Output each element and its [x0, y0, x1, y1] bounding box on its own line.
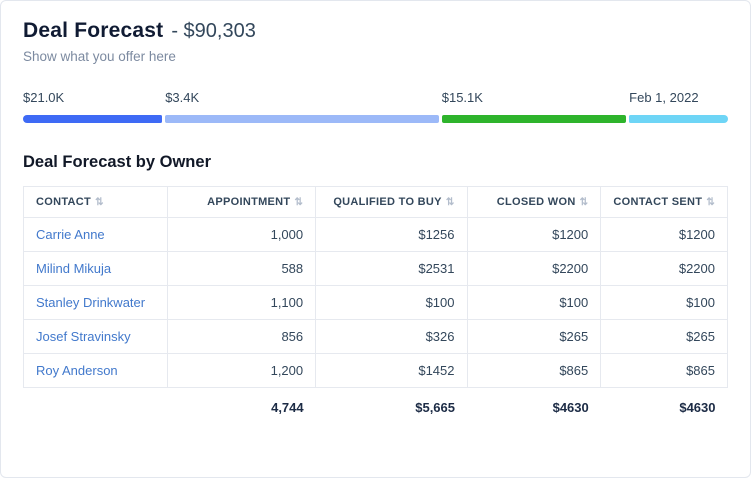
table-row: Stanley Drinkwater 1,100 $100 $100 $100: [22, 285, 728, 320]
column-header-closed-won[interactable]: CLOSED WON ⇅: [466, 186, 602, 218]
section-title: Deal Forecast by Owner: [23, 153, 211, 171]
qualified-total: $5,665: [415, 400, 455, 415]
contact-sent-value: $2200: [600, 251, 728, 286]
progress-segment: [441, 115, 627, 123]
segment-label: $15.1K: [441, 90, 483, 105]
appointment-value: 1,000: [167, 217, 317, 252]
progress-labels: $21.0K $3.4K $15.1K Feb 1, 2022: [23, 90, 728, 105]
table-row: Milind Mikuja 588 $2531 $2200 $2200: [22, 251, 728, 286]
contact-link[interactable]: Stanley Drinkwater: [36, 295, 146, 310]
column-header-appointment[interactable]: APPOINTMENT ⇅: [167, 186, 317, 218]
qualified-value: $2531: [315, 251, 468, 286]
appointment-total: 4,744: [271, 400, 304, 415]
contact-link[interactable]: Milind Mikuja: [36, 261, 112, 276]
closed-won-value: $265: [466, 319, 602, 354]
segment-label: $3.4K: [165, 90, 200, 105]
column-label: CONTACT: [36, 196, 92, 208]
sort-icon: ⇅: [294, 197, 304, 208]
sort-icon: ⇅: [95, 197, 104, 208]
contact-sent-total: $4630: [679, 400, 716, 415]
appointment-value: 1,200: [167, 353, 317, 388]
column-header-qualified-to-buy[interactable]: QUALIFIED TO BUY ⇅: [315, 186, 468, 218]
segment-label: Feb 1, 2022: [629, 90, 699, 105]
table-header-row: CONTACT ⇅ APPOINTMENT ⇅ QUALIFIED TO BUY ⇅ …: [22, 186, 728, 218]
qualified-value: $1452: [315, 353, 468, 388]
qualified-value: $100: [315, 285, 468, 320]
closed-won-value: $1200: [466, 217, 602, 252]
column-header-contact-sent[interactable]: CONTACT SENT ⇅: [600, 186, 728, 218]
deal-forecast-table: CONTACT ⇅ APPOINTMENT ⇅ QUALIFIED TO BUY ⇅ …: [22, 186, 728, 430]
progress-segment: [165, 115, 439, 123]
closed-won-total: $4630: [552, 400, 589, 415]
header: Deal Forecast - $90,303: [23, 19, 728, 43]
segment-label: $21.0K: [23, 90, 65, 105]
contact-link[interactable]: Carrie Anne: [36, 227, 105, 242]
closed-won-value: $100: [466, 285, 602, 320]
page-subtitle: Show what you offer here: [23, 49, 176, 64]
column-label: APPOINTMENT: [207, 196, 291, 208]
column-label: QUALIFIED TO BUY: [333, 196, 442, 208]
column-label: CLOSED WON: [496, 196, 576, 208]
forecast-amount: - $90,303: [171, 20, 256, 42]
contact-sent-value: $265: [600, 319, 728, 354]
contact-link[interactable]: Roy Anderson: [36, 363, 118, 378]
table-row: Josef Stravinsky 856 $326 $265 $265: [22, 319, 728, 354]
sort-icon: ⇅: [579, 197, 589, 208]
progress-bar: [23, 115, 728, 123]
forecast-progress: $21.0K $3.4K $15.1K Feb 1, 2022: [23, 90, 728, 123]
contact-link[interactable]: Josef Stravinsky: [36, 329, 131, 344]
table-row: Carrie Anne 1,000 $1256 $1200 $1200: [22, 217, 728, 252]
appointment-value: 856: [167, 319, 317, 354]
column-header-contact[interactable]: CONTACT ⇅: [22, 186, 169, 218]
table-row: Roy Anderson 1,200 $1452 $865 $865: [22, 353, 728, 388]
page-title: Deal Forecast: [23, 19, 164, 42]
column-label: CONTACT SENT: [613, 196, 703, 208]
progress-segment: [629, 115, 728, 123]
sort-icon: ⇅: [445, 197, 455, 208]
closed-won-value: $865: [466, 353, 602, 388]
contact-sent-value: $1200: [600, 217, 728, 252]
totals-empty-cell: [24, 388, 168, 430]
qualified-value: $326: [315, 319, 468, 354]
sort-icon: ⇅: [706, 197, 715, 208]
contact-sent-value: $100: [600, 285, 728, 320]
contact-sent-value: $865: [600, 353, 728, 388]
progress-segment: [23, 115, 163, 123]
appointment-value: 1,100: [167, 285, 317, 320]
appointment-value: 588: [167, 251, 317, 286]
closed-won-value: $2200: [466, 251, 602, 286]
table-totals-row: 4,744 $5,665 $4630 $4630: [24, 388, 728, 430]
qualified-value: $1256: [315, 217, 468, 252]
